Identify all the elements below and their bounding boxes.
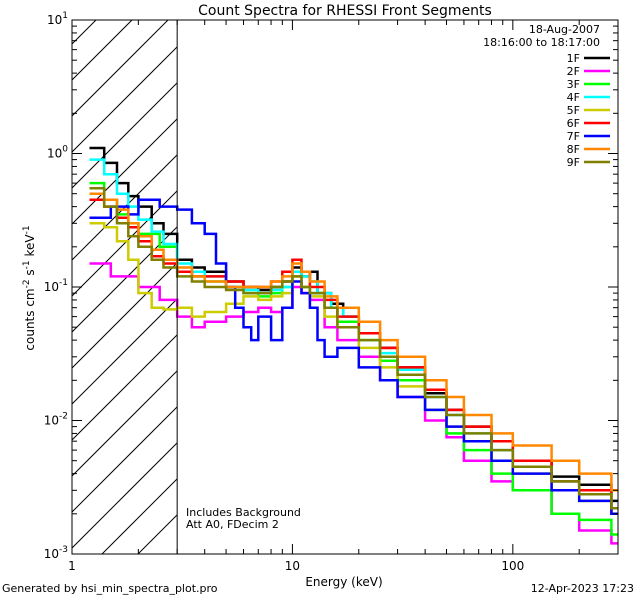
legend-label-6F: 6F [567, 117, 580, 130]
footer-generated-by: Generated by hsi_min_spectra_plot.pro [2, 582, 218, 595]
x-tick-label: 100 [501, 559, 524, 573]
x-axis-label: Energy (keV) [305, 575, 382, 589]
legend-label-9F: 9F [567, 156, 580, 169]
y-tick-label: 10-1 [44, 278, 68, 294]
x-tick-label: 10 [285, 559, 300, 573]
time-range-label: 18:16:00 to 18:17:00 [483, 36, 600, 49]
chart-title: Count Spectra for RHESSI Front Segments [198, 3, 492, 19]
y-tick-label: 10-2 [44, 412, 68, 428]
annotation-0: Includes Background [186, 506, 301, 519]
footer-timestamp: 12-Apr-2023 17:23 [530, 582, 634, 595]
series-line-1F [89, 146, 618, 503]
legend-label-3F: 3F [567, 78, 580, 91]
date-label: 18-Aug-2007 [529, 23, 600, 36]
legend-label-1F: 1F [567, 52, 580, 65]
x-tick-label: 1 [68, 559, 76, 573]
y-axis-label: counts cm-2 s-1 keV-1 [22, 225, 37, 350]
series-line-4F [89, 158, 618, 510]
y-tick-labels: 101 100 10-1 10-2 10-3 [44, 11, 69, 561]
y-tick-label: 10-3 [44, 545, 68, 561]
legend-label-4F: 4F [567, 91, 580, 104]
info-box: 18-Aug-2007 18:16:00 to 18:17:00 [483, 23, 600, 49]
legend-label-2F: 2F [567, 65, 580, 78]
y-tick-label: 101 [47, 11, 68, 27]
series-line-9F [89, 186, 618, 510]
legend-label-8F: 8F [567, 143, 580, 156]
series-line-8F [89, 192, 618, 492]
series-layer [89, 146, 618, 545]
annotation-1: Att A0, FDecim 2 [186, 518, 279, 531]
series-line-7F [89, 198, 618, 516]
y-tick-label: 100 [47, 145, 68, 161]
legend-label-7F: 7F [567, 130, 580, 143]
x-tick-labels: 1 10 100 [68, 559, 524, 573]
axis-ticks [71, 19, 619, 555]
legend-label-5F: 5F [567, 104, 580, 117]
series-line-2F [89, 262, 618, 545]
